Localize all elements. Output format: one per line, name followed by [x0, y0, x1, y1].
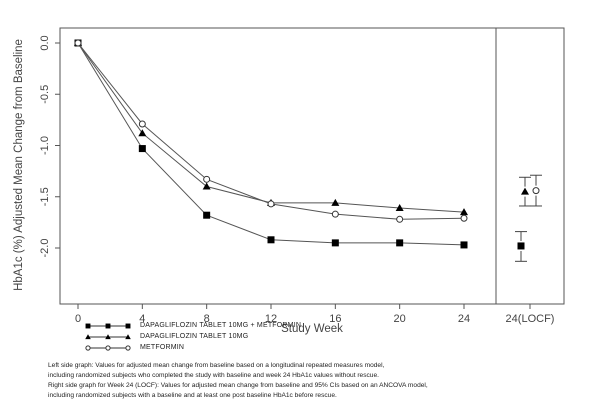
- locf-error-bar: [515, 231, 527, 262]
- locf-point-square: [517, 242, 525, 250]
- legend-marker: [85, 323, 91, 329]
- x-tick-label: 12: [265, 313, 277, 325]
- data-point-circle: [460, 214, 468, 222]
- x-tick-label: 4: [139, 313, 145, 325]
- data-point-square: [267, 236, 275, 244]
- plot-frame: [59, 27, 565, 305]
- series-line: [77, 42, 465, 220]
- legend-marker: [85, 334, 91, 340]
- series-square: [74, 39, 527, 262]
- y-tick-label: 0.0: [39, 35, 51, 50]
- legend-marker: [105, 345, 111, 351]
- data-point-square: [460, 241, 468, 249]
- data-point-square: [396, 239, 404, 247]
- data-point-square: [138, 145, 146, 153]
- legend-symbol-square: [85, 323, 131, 329]
- legend-symbol-circle: [85, 345, 131, 351]
- data-point-circle: [74, 39, 82, 47]
- data-point-circle: [138, 120, 146, 128]
- data-point-triangle: [460, 208, 468, 216]
- x-tick-label: 24(LOCF): [506, 313, 555, 325]
- legend-marker: [125, 334, 131, 340]
- locf-error-bar: [530, 174, 542, 207]
- legend-marker: [105, 323, 111, 329]
- data-point-square: [203, 211, 211, 219]
- x-tick-label: 20: [394, 313, 406, 325]
- x-tick-label: 0: [75, 313, 81, 325]
- legend-label: DAPAGLIFLOZIN TABLET 10MG: [140, 333, 249, 340]
- footnote-line: Left side graph: Values for adjusted mea…: [48, 362, 385, 369]
- data-point-triangle: [202, 182, 211, 190]
- legend-marker: [125, 323, 131, 329]
- legend-marker: [105, 334, 111, 340]
- legend-label: METFORMIN: [140, 344, 185, 351]
- y-tick-label: -0.5: [39, 85, 51, 104]
- data-point-triangle: [138, 129, 147, 137]
- series-line: [77, 42, 465, 213]
- legend-marker: [85, 345, 91, 351]
- locf-point-triangle: [521, 187, 529, 195]
- locf-error-bar: [519, 176, 531, 207]
- footnote-line: including randomized subjects who comple…: [48, 372, 379, 379]
- footnote-line: Right side graph for Week 24 (LOCF): Val…: [48, 382, 428, 389]
- data-point-triangle: [395, 204, 404, 212]
- legend-symbol-triangle: [85, 334, 131, 340]
- y-axis-label: HbA1c (%) Adjusted Mean Change from Base…: [13, 39, 25, 291]
- data-point-circle: [331, 210, 339, 218]
- data-point-circle: [267, 200, 275, 208]
- x-tick-label: 16: [329, 313, 341, 325]
- data-point-triangle: [331, 198, 340, 206]
- data-point-circle: [396, 215, 404, 223]
- y-tick-label: -2.0: [39, 239, 51, 258]
- y-tick-label: -1.0: [39, 136, 51, 155]
- series-circle: [74, 39, 542, 223]
- x-axis-label: Study Week: [281, 323, 343, 335]
- legend-marker: [125, 345, 131, 351]
- x-tick-label: 8: [204, 313, 210, 325]
- legend-label: DAPAGLIFLOZIN TABLET 10MG + METFORMIN: [140, 322, 302, 329]
- series-line: [77, 42, 465, 246]
- data-point-circle: [203, 175, 211, 183]
- y-tick-label: -1.5: [39, 187, 51, 206]
- data-point-square: [331, 239, 339, 247]
- locf-point-circle: [532, 187, 540, 195]
- footnote-line: including randomized subjects with a bas…: [48, 392, 337, 399]
- x-tick-label: 24: [458, 313, 470, 325]
